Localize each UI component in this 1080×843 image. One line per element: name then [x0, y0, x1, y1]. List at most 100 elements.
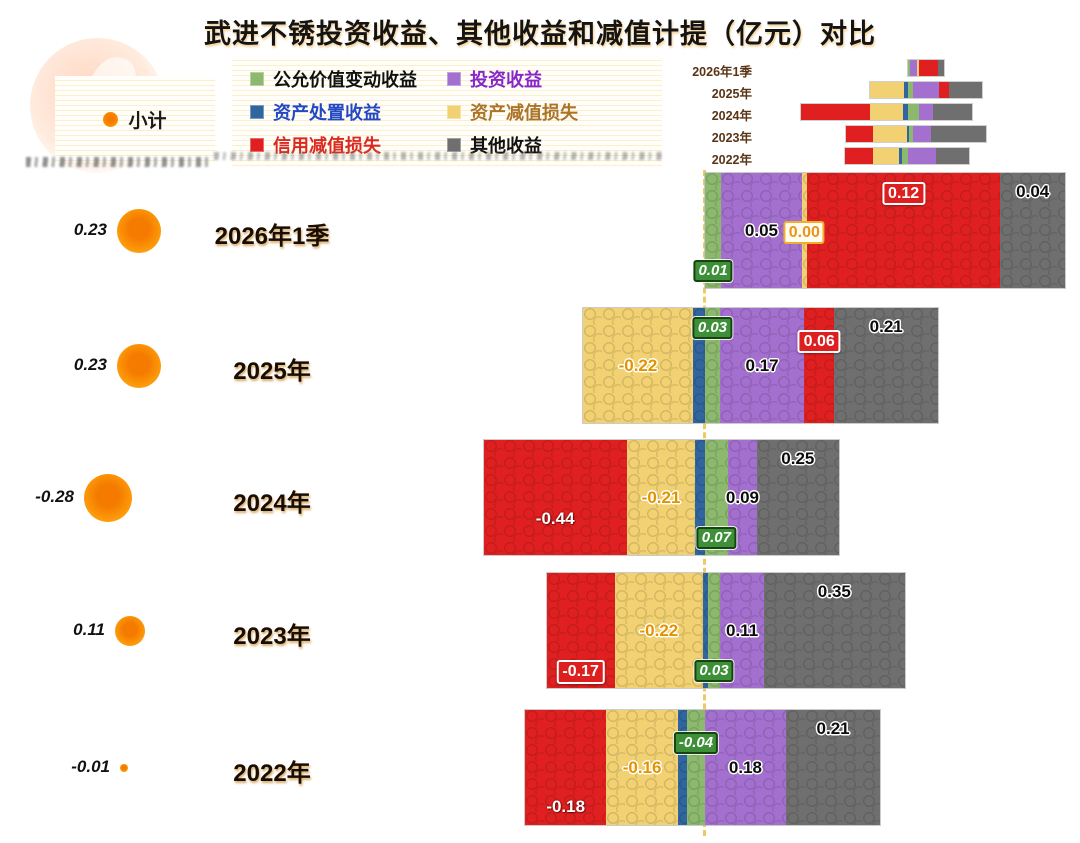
mini-segment-other_income: [937, 60, 944, 76]
legend-label: 公允价值变动收益: [273, 69, 417, 90]
bar-segment-other_income: [764, 573, 905, 688]
chart-title: 武进不锈投资收益、其他收益和减值计提（亿元）对比: [204, 19, 876, 49]
mini-segment-investment: [907, 148, 937, 164]
bar-2025年: -0.22 0.03 0.17 0.06 0.21: [582, 307, 940, 424]
bar-value-label: 0.03: [694, 660, 734, 683]
bar-value-label: 0.35: [817, 582, 851, 602]
mini-segment-fair_value: [908, 60, 910, 76]
bar-value-label: 0.11: [726, 621, 759, 641]
mini-segment-asset_impairment: [870, 104, 904, 120]
mini-bar-2024年: [800, 103, 974, 121]
mini-segment-asset_disposal: [904, 82, 908, 98]
bar-2024年: -0.44 -0.21 0.07 0.09 0.25: [482, 439, 840, 556]
legend-item-other_income: 其他收益: [447, 132, 644, 158]
legend-swatch-fair_value: [250, 71, 264, 86]
mini-segment-asset_impairment: [869, 82, 905, 98]
bar-segment-asset_impairment: [626, 440, 696, 555]
torn-edge-decoration: [26, 157, 211, 167]
legend-swatch-other_income: [447, 138, 461, 153]
subtotal-bubble: [117, 208, 161, 253]
mini-segment-investment: [909, 60, 918, 76]
mini-segment-fair_value: [907, 82, 913, 98]
bar-value-label: -0.44: [535, 509, 575, 528]
year-label: 2022年: [233, 759, 311, 787]
bar-value-label: -0.17: [556, 660, 605, 684]
mini-overview-chart: 2026年1季 2025年 2024年 2023年 2022年: [672, 52, 1079, 172]
bar-value-label: 0.07: [696, 527, 736, 550]
bar-value-label: 0.01: [693, 260, 733, 283]
mini-segment-fair_value: [907, 104, 919, 120]
subtotal-bubble: [117, 343, 161, 388]
subtotal-bubble: [115, 615, 145, 646]
bar-segment-asset_disposal: [702, 573, 708, 688]
mini-segment-credit_impairment: [845, 148, 874, 164]
mini-bar-2026年1季: [907, 59, 945, 77]
bar-value-label: 0.21: [869, 317, 903, 337]
subtotal-legend-label: 小计: [128, 110, 167, 132]
bar-2023年: -0.17 -0.22 0.03 0.11 0.35: [545, 572, 906, 689]
bar-segment-asset_impairment: [614, 573, 704, 688]
mini-year-label: 2022年: [711, 153, 752, 167]
torn-edge-decoration: [214, 152, 662, 160]
mini-segment-other_income: [936, 148, 970, 164]
subtotal-dot-icon: [103, 111, 119, 127]
mini-year-label: 2024年: [711, 109, 752, 123]
legend-swatch-credit_impairment: [250, 138, 264, 153]
bar-value-label: 0.04: [1016, 182, 1050, 202]
mini-segment-fair_value: [908, 126, 914, 142]
bar-segment-other_income: [785, 710, 881, 825]
bar-segment-fair_value: [705, 173, 722, 288]
mini-segment-other_income: [930, 126, 986, 142]
mini-year-label: 2025年: [711, 87, 752, 101]
mini-segment-asset_disposal: [898, 148, 902, 164]
legend-item-asset_disposal: 资产处置收益: [250, 99, 447, 125]
subtotal-bubble: [120, 763, 128, 772]
subtotal-value: 0.23: [73, 219, 107, 239]
legend-swatch-asset_disposal: [250, 104, 264, 119]
bar-value-label: -0.04: [673, 731, 719, 754]
bar-segment-other_income: [757, 440, 839, 555]
bar-2022年: -0.18 -0.16 -0.04 0.18 0.21: [524, 709, 882, 826]
mini-year-label: 2026年1季: [692, 65, 752, 79]
legend-swatch-investment: [447, 71, 461, 86]
mini-bar-2022年: [844, 147, 971, 165]
bar-segment-other_income: [834, 308, 939, 423]
mini-segment-credit_impairment: [918, 60, 938, 76]
legend-label: 投资收益: [470, 69, 542, 90]
mini-year-label: 2023年: [711, 131, 752, 145]
bar-segment-investment: [719, 308, 805, 423]
bar-segment-asset_disposal: [678, 710, 687, 825]
mini-segment-asset_impairment: [917, 60, 919, 76]
bar-value-label: -0.21: [641, 488, 681, 508]
bar-value-label: 0.21: [816, 719, 850, 739]
bar-segment-fair_value: [687, 710, 705, 825]
year-label: 2026年1季: [214, 222, 330, 250]
legend-item-fair_value: 公允价值变动收益: [250, 66, 447, 92]
subtotal-value: 0.23: [73, 354, 107, 374]
bar-segment-asset_impairment: [606, 710, 679, 825]
legend-item-investment: 投资收益: [447, 66, 644, 92]
mini-segment-credit_impairment: [801, 104, 871, 120]
subtotal-value: -0.28: [35, 486, 74, 506]
bar-segment-credit_impairment: [804, 308, 835, 423]
mini-segment-fair_value: [901, 148, 908, 164]
legend-item-asset_impairment: 资产减值损失: [447, 99, 644, 125]
mini-segment-asset_disposal: [907, 126, 909, 142]
year-label: 2024年: [233, 489, 311, 517]
series-legend: 公允价值变动收益 投资收益 资产处置收益 资产减值损失 信用减值损失 其他收益: [232, 56, 662, 168]
mini-bar-2025年: [868, 81, 983, 99]
legend-swatch-asset_impairment: [447, 104, 461, 119]
bar-value-label: -0.22: [639, 621, 679, 641]
bar-segment-fair_value: [704, 440, 728, 555]
subtotal-value: -0.01: [71, 756, 110, 776]
mini-segment-credit_impairment: [845, 126, 873, 142]
bar-value-label: 0.00: [783, 221, 825, 245]
mini-segment-investment: [913, 126, 931, 142]
bar-value-label: -0.22: [618, 356, 658, 376]
mini-bar-2023年: [844, 125, 987, 143]
subtotal-bubble: [84, 473, 132, 522]
bar-value-label: 0.12: [882, 182, 926, 206]
bar-segment-asset_impairment: [583, 308, 693, 423]
subtotal-value: 0.11: [73, 619, 105, 639]
mini-segment-other_income: [933, 104, 973, 120]
